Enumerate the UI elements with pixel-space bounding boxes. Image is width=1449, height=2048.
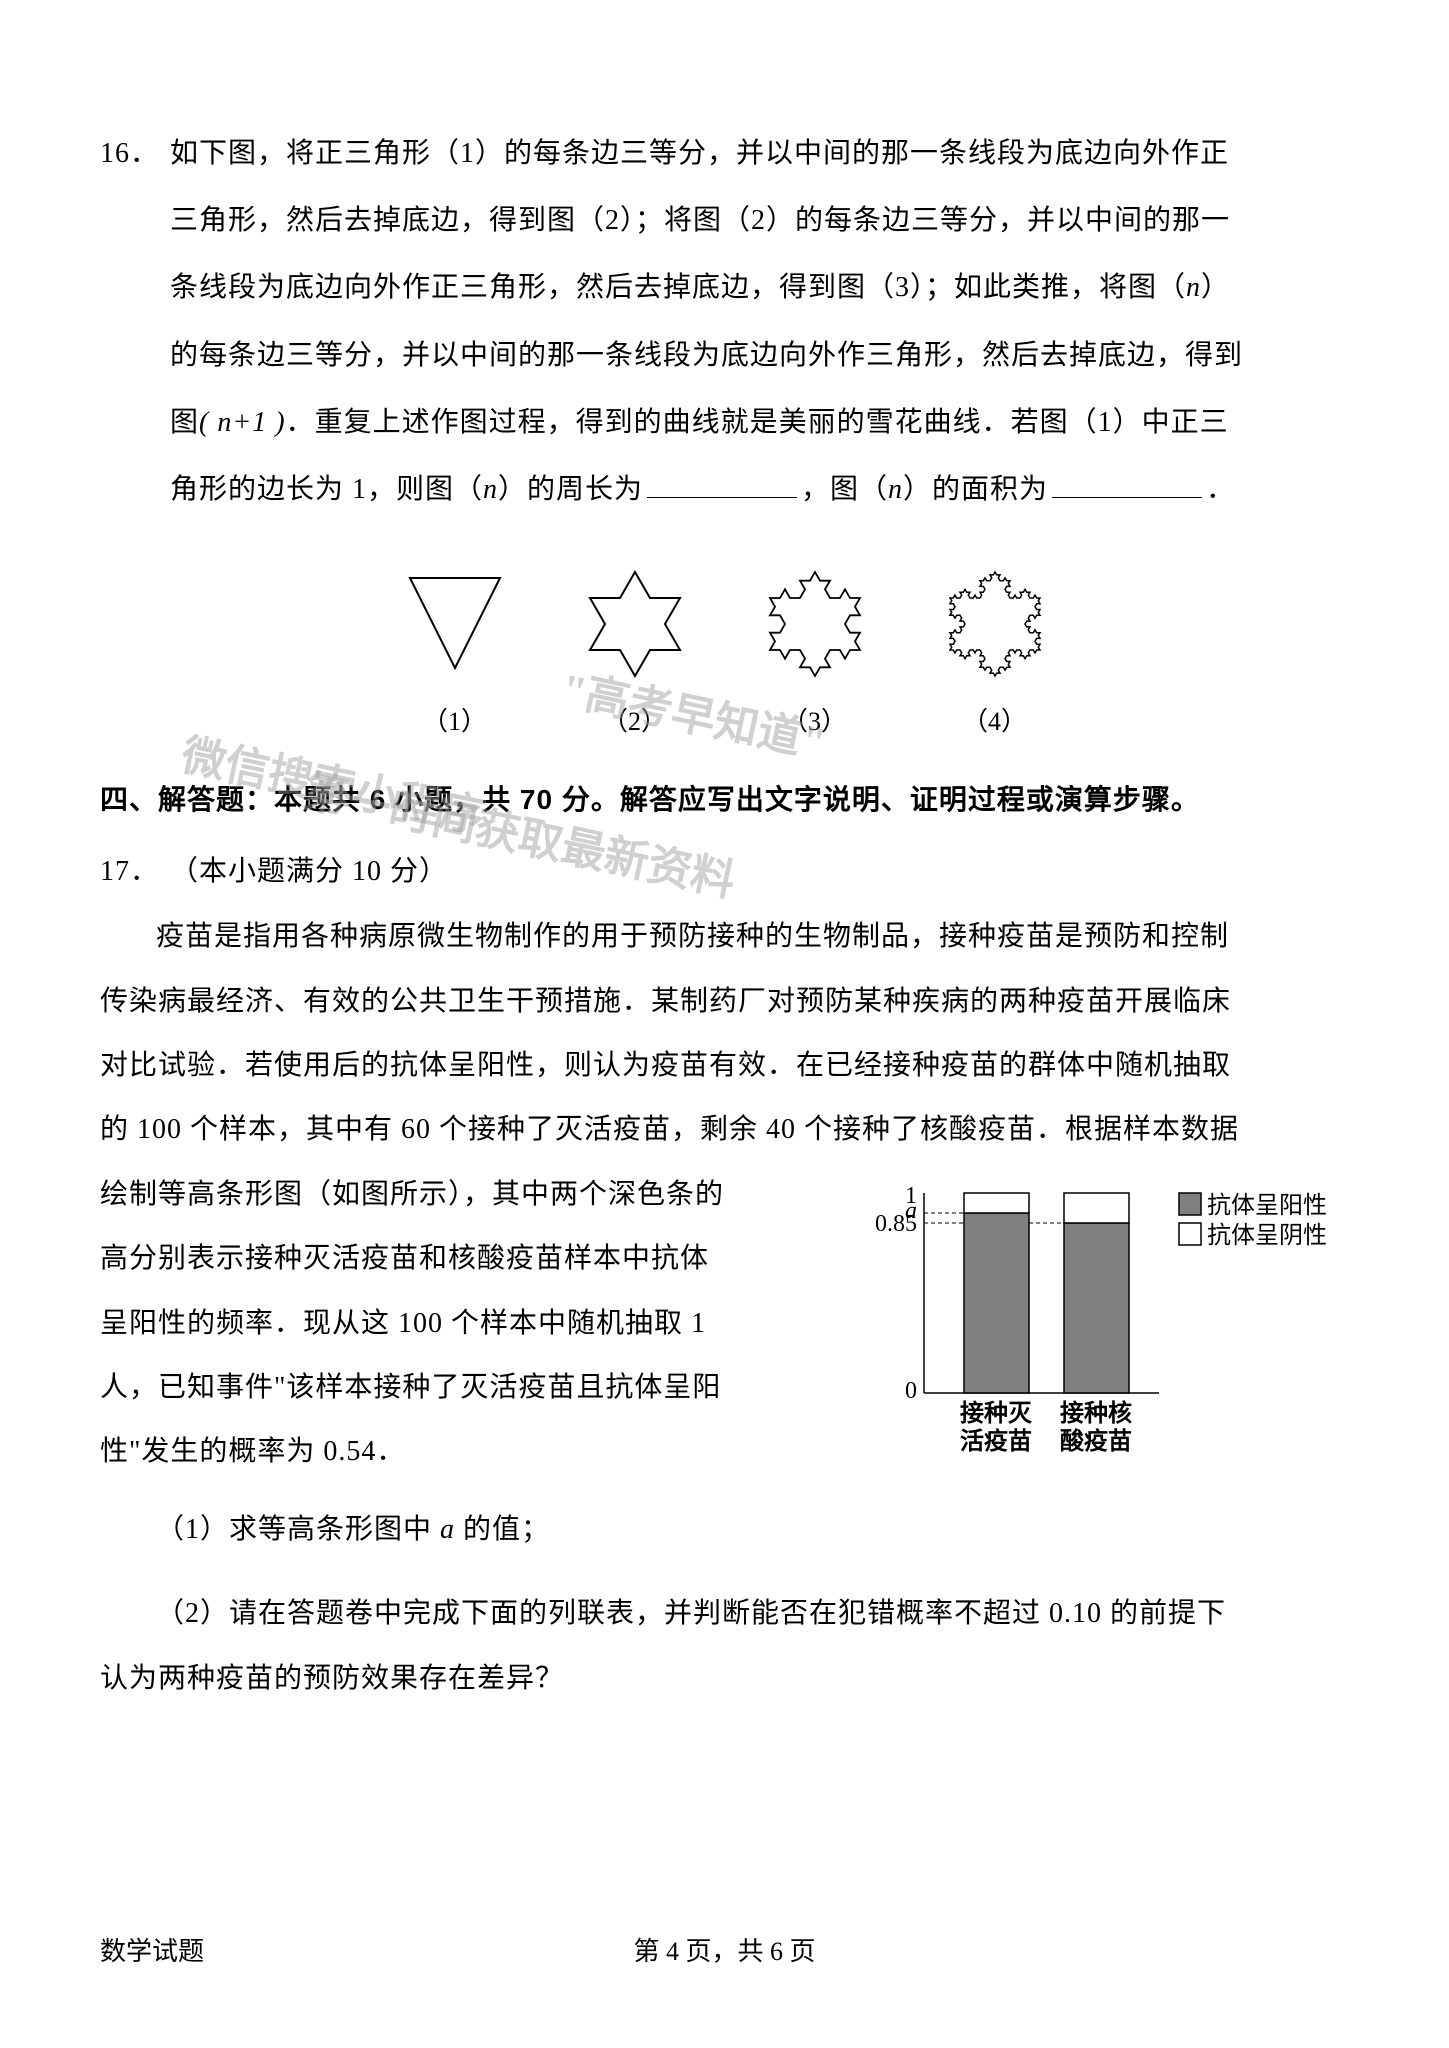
blank-perimeter: [647, 470, 797, 498]
figure-3: （3）: [740, 553, 890, 738]
q16-text-6b: ）的周长为: [498, 474, 643, 505]
q16-text-3a: 条线段为底边向外作正三角形，然后去掉底边，得到图（3）；如此类推，将图（: [170, 272, 1186, 303]
legend-pos: 抗体呈阳性: [1207, 1192, 1327, 1219]
q17-sub1-a: （1）求等高条形图中: [156, 1514, 440, 1545]
blank-area: [1052, 470, 1202, 498]
q17-l5: 性"发生的概率为 0.54．: [100, 1420, 829, 1484]
q17-number: 17．: [100, 838, 170, 905]
q16-number: 16．: [100, 120, 170, 187]
q17-sub1: （1）求等高条形图中 a 的值；: [100, 1498, 1349, 1562]
q17-header: 17．（本小题满分 10 分）: [100, 838, 1349, 905]
q16-text-3b: ）: [1201, 272, 1230, 303]
q16-text-6c: ，图（: [801, 474, 888, 505]
koch-1-icon: [560, 553, 710, 693]
bar-chart: 0 0.85 a 1 接种灭 活疫苗 接种核 酸疫苗 抗: [849, 1163, 1349, 1488]
q17-points: （本小题满分 10 分）: [170, 856, 448, 887]
question-16: 16．如下图，将正三角形（1）的每条边三等分，并以中间的那一条线段为底边向外作正…: [100, 120, 1349, 738]
q17-left-text: 绘制等高条形图（如图所示），其中两个深色条的 高分别表示接种灭活疫苗和核酸疫苗样…: [100, 1163, 829, 1485]
q16-line6: 角形的边长为 1，则图（n）的周长为，图（n）的面积为．: [100, 456, 1349, 523]
q17-p3: 对比试验．若使用后的抗体呈阳性，则认为疫苗有效．在已经接种疫苗的群体中随机抽取: [100, 1034, 1349, 1098]
section-4-header: 四、解答题：本题共 6 小题，共 70 分。解答应写出文字说明、证明过程或演算步…: [100, 778, 1349, 818]
xlabel-1-l1: 接种灭: [960, 1400, 1033, 1427]
q17-l4: 人，已知事件"该样本接种了灭活疫苗且抗体呈阳: [100, 1356, 829, 1420]
q16-line4: 的每条边三等分，并以中间的那一条线段为底边向外作三角形，然后去掉底边，得到: [100, 322, 1349, 389]
footer-center: 第 4 页，共 6 页: [633, 1931, 815, 1968]
q16-text-1: 如下图，将正三角形（1）的每条边三等分，并以中间的那一条线段为底边向外作正: [170, 138, 1229, 169]
xlabel-2-l1: 接种核: [1060, 1399, 1132, 1427]
q16-var-n3: n: [888, 474, 903, 505]
q16-line5: 图( n+1 )．重复上述作图过程，得到的曲线就是美丽的雪花曲线．若图（1）中正…: [100, 389, 1349, 456]
page-footer: 数学试题 第 4 页，共 6 页: [100, 1931, 1349, 1968]
q16-text-5b: ．重复上述作图过程，得到的曲线就是美丽的雪花曲线．若图（1）中正三: [286, 407, 1229, 438]
figure-1: （1）: [380, 553, 530, 738]
q17-var-a: a: [440, 1514, 455, 1545]
q17-p4: 的 100 个样本，其中有 60 个接种了灭活疫苗，剩余 40 个接种了核酸疫苗…: [100, 1098, 1349, 1162]
koch-3-icon: [920, 553, 1070, 693]
q16-expr: ( n+1 ): [199, 407, 286, 438]
figure-3-label: （3）: [740, 701, 890, 738]
q17-l3: 呈阳性的频率．现从这 100 个样本中随机抽取 1: [100, 1292, 829, 1356]
question-17: 17．（本小题满分 10 分） 疫苗是指用各种病原微生物制作的用于预防接种的生物…: [100, 838, 1349, 1711]
q16-text-5a: 图: [170, 407, 199, 438]
q17-p1: 疫苗是指用各种病原微生物制作的用于预防接种的生物制品，接种疫苗是预防和控制: [100, 905, 1349, 969]
q17-sub2: （2）请在答题卷中完成下面的列联表，并判断能否在犯错概率不超过 0.10 的前提…: [100, 1582, 1349, 1646]
q17-l1: 绘制等高条形图（如图所示），其中两个深色条的: [100, 1163, 829, 1227]
q16-text-6d: ）的面积为: [903, 474, 1048, 505]
q17-sub1-b: 的值；: [455, 1514, 550, 1545]
figure-2-label: （2）: [560, 701, 710, 738]
figure-4: （4）: [920, 553, 1070, 738]
q16-var-n1: n: [1186, 272, 1201, 303]
bar-chart-svg: 0 0.85 a 1 接种灭 活疫苗 接种核 酸疫苗 抗: [849, 1163, 1349, 1483]
triangle-icon: [380, 553, 530, 693]
koch-2-icon: [740, 553, 890, 693]
figure-1-label: （1）: [380, 701, 530, 738]
q16-line1: 16．如下图，将正三角形（1）的每条边三等分，并以中间的那一条线段为底边向外作正: [100, 120, 1349, 187]
q17-text-chart-row: 绘制等高条形图（如图所示），其中两个深色条的 高分别表示接种灭活疫苗和核酸疫苗样…: [100, 1163, 1349, 1488]
legend-neg: 抗体呈阴性: [1207, 1222, 1327, 1249]
ylabel-0: 0: [905, 1378, 917, 1404]
xlabel-1-l2: 活疫苗: [960, 1427, 1032, 1455]
q16-text-6e: ．: [1206, 474, 1235, 505]
q16-line2: 三角形，然后去掉底边，得到图（2）；将图（2）的每条边三等分，并以中间的那一: [100, 187, 1349, 254]
q16-text-6a: 角形的边长为 1，则图（: [170, 474, 483, 505]
q16-line3: 条线段为底边向外作正三角形，然后去掉底边，得到图（3）；如此类推，将图（n）: [100, 254, 1349, 321]
koch-figures: （1） （2） （3） （4）: [100, 553, 1349, 738]
ylabel-1: 1: [905, 1183, 917, 1209]
q17-sub2-cont: 认为两种疫苗的预防效果存在差异？: [100, 1647, 1349, 1711]
q17-p2: 传染病最经济、有效的公共卫生干预措施．某制药厂对预防某种疾病的两种疫苗开展临床: [100, 970, 1349, 1034]
footer-left: 数学试题: [100, 1931, 204, 1968]
q16-var-n2: n: [483, 474, 498, 505]
xlabel-2-l2: 酸疫苗: [1060, 1427, 1132, 1455]
figure-2: （2）: [560, 553, 710, 738]
figure-4-label: （4）: [920, 701, 1070, 738]
q17-l2: 高分别表示接种灭活疫苗和核酸疫苗样本中抗体: [100, 1227, 829, 1291]
